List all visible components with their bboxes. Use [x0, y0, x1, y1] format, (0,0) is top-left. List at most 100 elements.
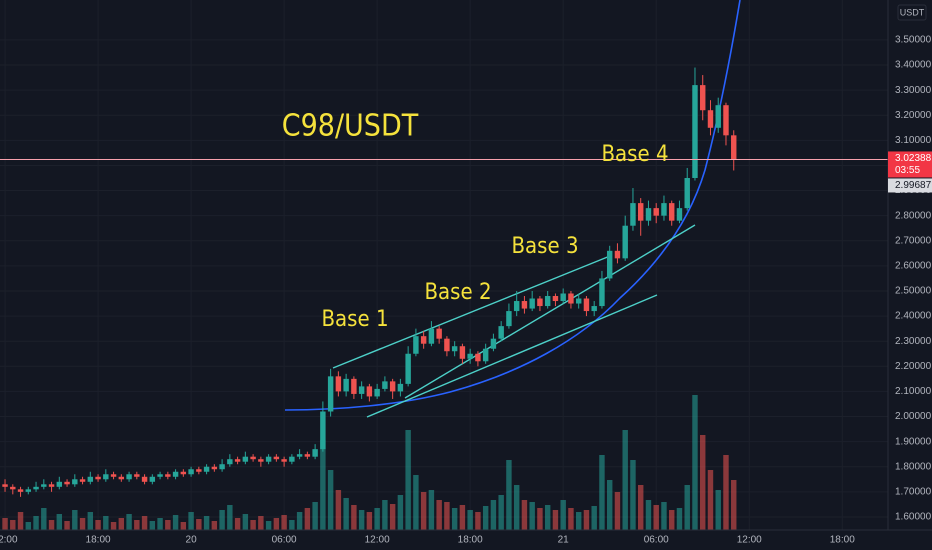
candle-body	[289, 456, 295, 462]
candle-body	[250, 456, 256, 460]
candle-body	[405, 353, 411, 384]
candle-body	[482, 348, 489, 362]
y-tick-label: 2.10000	[895, 386, 932, 397]
candle-body	[560, 293, 566, 302]
annotation: Base 4	[601, 142, 668, 167]
candle-body	[723, 105, 729, 136]
candle-body	[568, 293, 574, 304]
y-tick-label: 1.60000	[895, 512, 932, 523]
candle-body	[312, 449, 318, 457]
volume-bar	[41, 508, 47, 530]
volume-bar	[537, 508, 543, 530]
candle-body	[149, 476, 156, 482]
volume-bar	[513, 485, 520, 530]
y-tick-label: 2.60000	[895, 261, 932, 272]
candle-body	[552, 296, 559, 302]
candle-body	[661, 203, 667, 216]
candle-body	[48, 484, 55, 487]
candle-body	[630, 203, 636, 226]
candle-body	[25, 489, 32, 492]
candle-body	[281, 459, 287, 462]
volume-bar	[265, 521, 272, 530]
volume-bar	[358, 510, 365, 530]
trend-line	[366, 294, 658, 418]
volume-bar	[529, 502, 535, 530]
volume-bar	[661, 502, 667, 530]
volume-bar	[258, 516, 264, 530]
volume-bar	[568, 508, 574, 530]
candle-body	[265, 456, 272, 462]
candle-body	[521, 301, 528, 309]
volume-bar	[692, 395, 698, 530]
x-tick-label: 12:00	[0, 535, 18, 546]
annotation: Base 2	[424, 280, 491, 305]
candle-body	[459, 346, 466, 359]
volume-bar	[196, 519, 202, 530]
volume-bar	[157, 518, 163, 530]
volume-bar	[420, 492, 427, 530]
candle-body	[219, 464, 225, 470]
candle-body	[327, 376, 334, 412]
volume-bar	[289, 520, 295, 530]
volume-bar	[327, 470, 334, 530]
volume-bar	[521, 500, 528, 530]
volume-bar	[72, 510, 78, 530]
countdown-label: 03:55	[895, 165, 920, 176]
x-tick-label: 06:00	[272, 535, 297, 546]
volume-bar	[451, 508, 458, 530]
volume-bar	[304, 508, 311, 530]
x-tick-label: 12:00	[365, 535, 390, 546]
y-tick-label: 2.20000	[895, 361, 932, 372]
volume-bar	[242, 514, 249, 530]
axis-unit: USDT	[900, 7, 925, 17]
candle-body	[529, 298, 535, 309]
volume-bar	[444, 502, 450, 530]
candle-body	[258, 459, 264, 462]
volume-layer	[2, 395, 737, 530]
candle-body	[79, 479, 86, 482]
volume-bar	[700, 435, 706, 530]
candle-body	[451, 346, 458, 352]
x-tick-label: 18:00	[458, 535, 483, 546]
volume-bar	[723, 455, 729, 530]
candle-body	[645, 208, 652, 221]
volume-bar	[118, 518, 125, 530]
volume-bar	[234, 518, 241, 530]
candle-body	[669, 203, 675, 221]
candle-body	[544, 296, 551, 307]
candle-body	[10, 486, 16, 490]
candle-body	[599, 278, 605, 307]
y-tick-label: 2.50000	[895, 286, 932, 297]
volume-bar	[87, 512, 94, 530]
candle-body	[420, 336, 427, 344]
candle-body	[165, 474, 171, 477]
x-tick-label: 18:00	[830, 535, 855, 546]
axis-layer: 1.60000 1.70000 1.80000 1.90000 2.00000 2.100…	[0, 35, 932, 546]
y-tick-label: 2.40000	[895, 311, 932, 322]
candle-body	[700, 85, 706, 111]
candle-body	[87, 476, 94, 482]
volume-bar	[312, 502, 318, 530]
volume-bar	[606, 480, 613, 530]
volume-bar	[320, 440, 326, 530]
volume-bar	[110, 522, 117, 530]
volume-bar	[630, 460, 636, 530]
y-tick-label: 1.80000	[895, 461, 932, 472]
x-tick-label: 21	[558, 535, 570, 546]
candle-body	[692, 85, 698, 179]
candle-body	[374, 388, 380, 397]
candle-body	[366, 386, 373, 397]
y-tick-label: 3.50000	[895, 35, 932, 46]
candle-body	[343, 378, 349, 392]
volume-bar	[575, 512, 582, 530]
volume-bar	[397, 495, 404, 530]
volume-bar	[560, 500, 566, 530]
y-tick-label: 2.80000	[895, 210, 932, 221]
trend-line	[404, 224, 696, 399]
candle-body	[653, 208, 659, 216]
candle-body	[498, 326, 504, 339]
candle-body	[17, 489, 24, 492]
chart-title: C98/USDT	[282, 109, 419, 144]
candle-body	[110, 474, 117, 477]
volume-bar	[149, 521, 156, 530]
